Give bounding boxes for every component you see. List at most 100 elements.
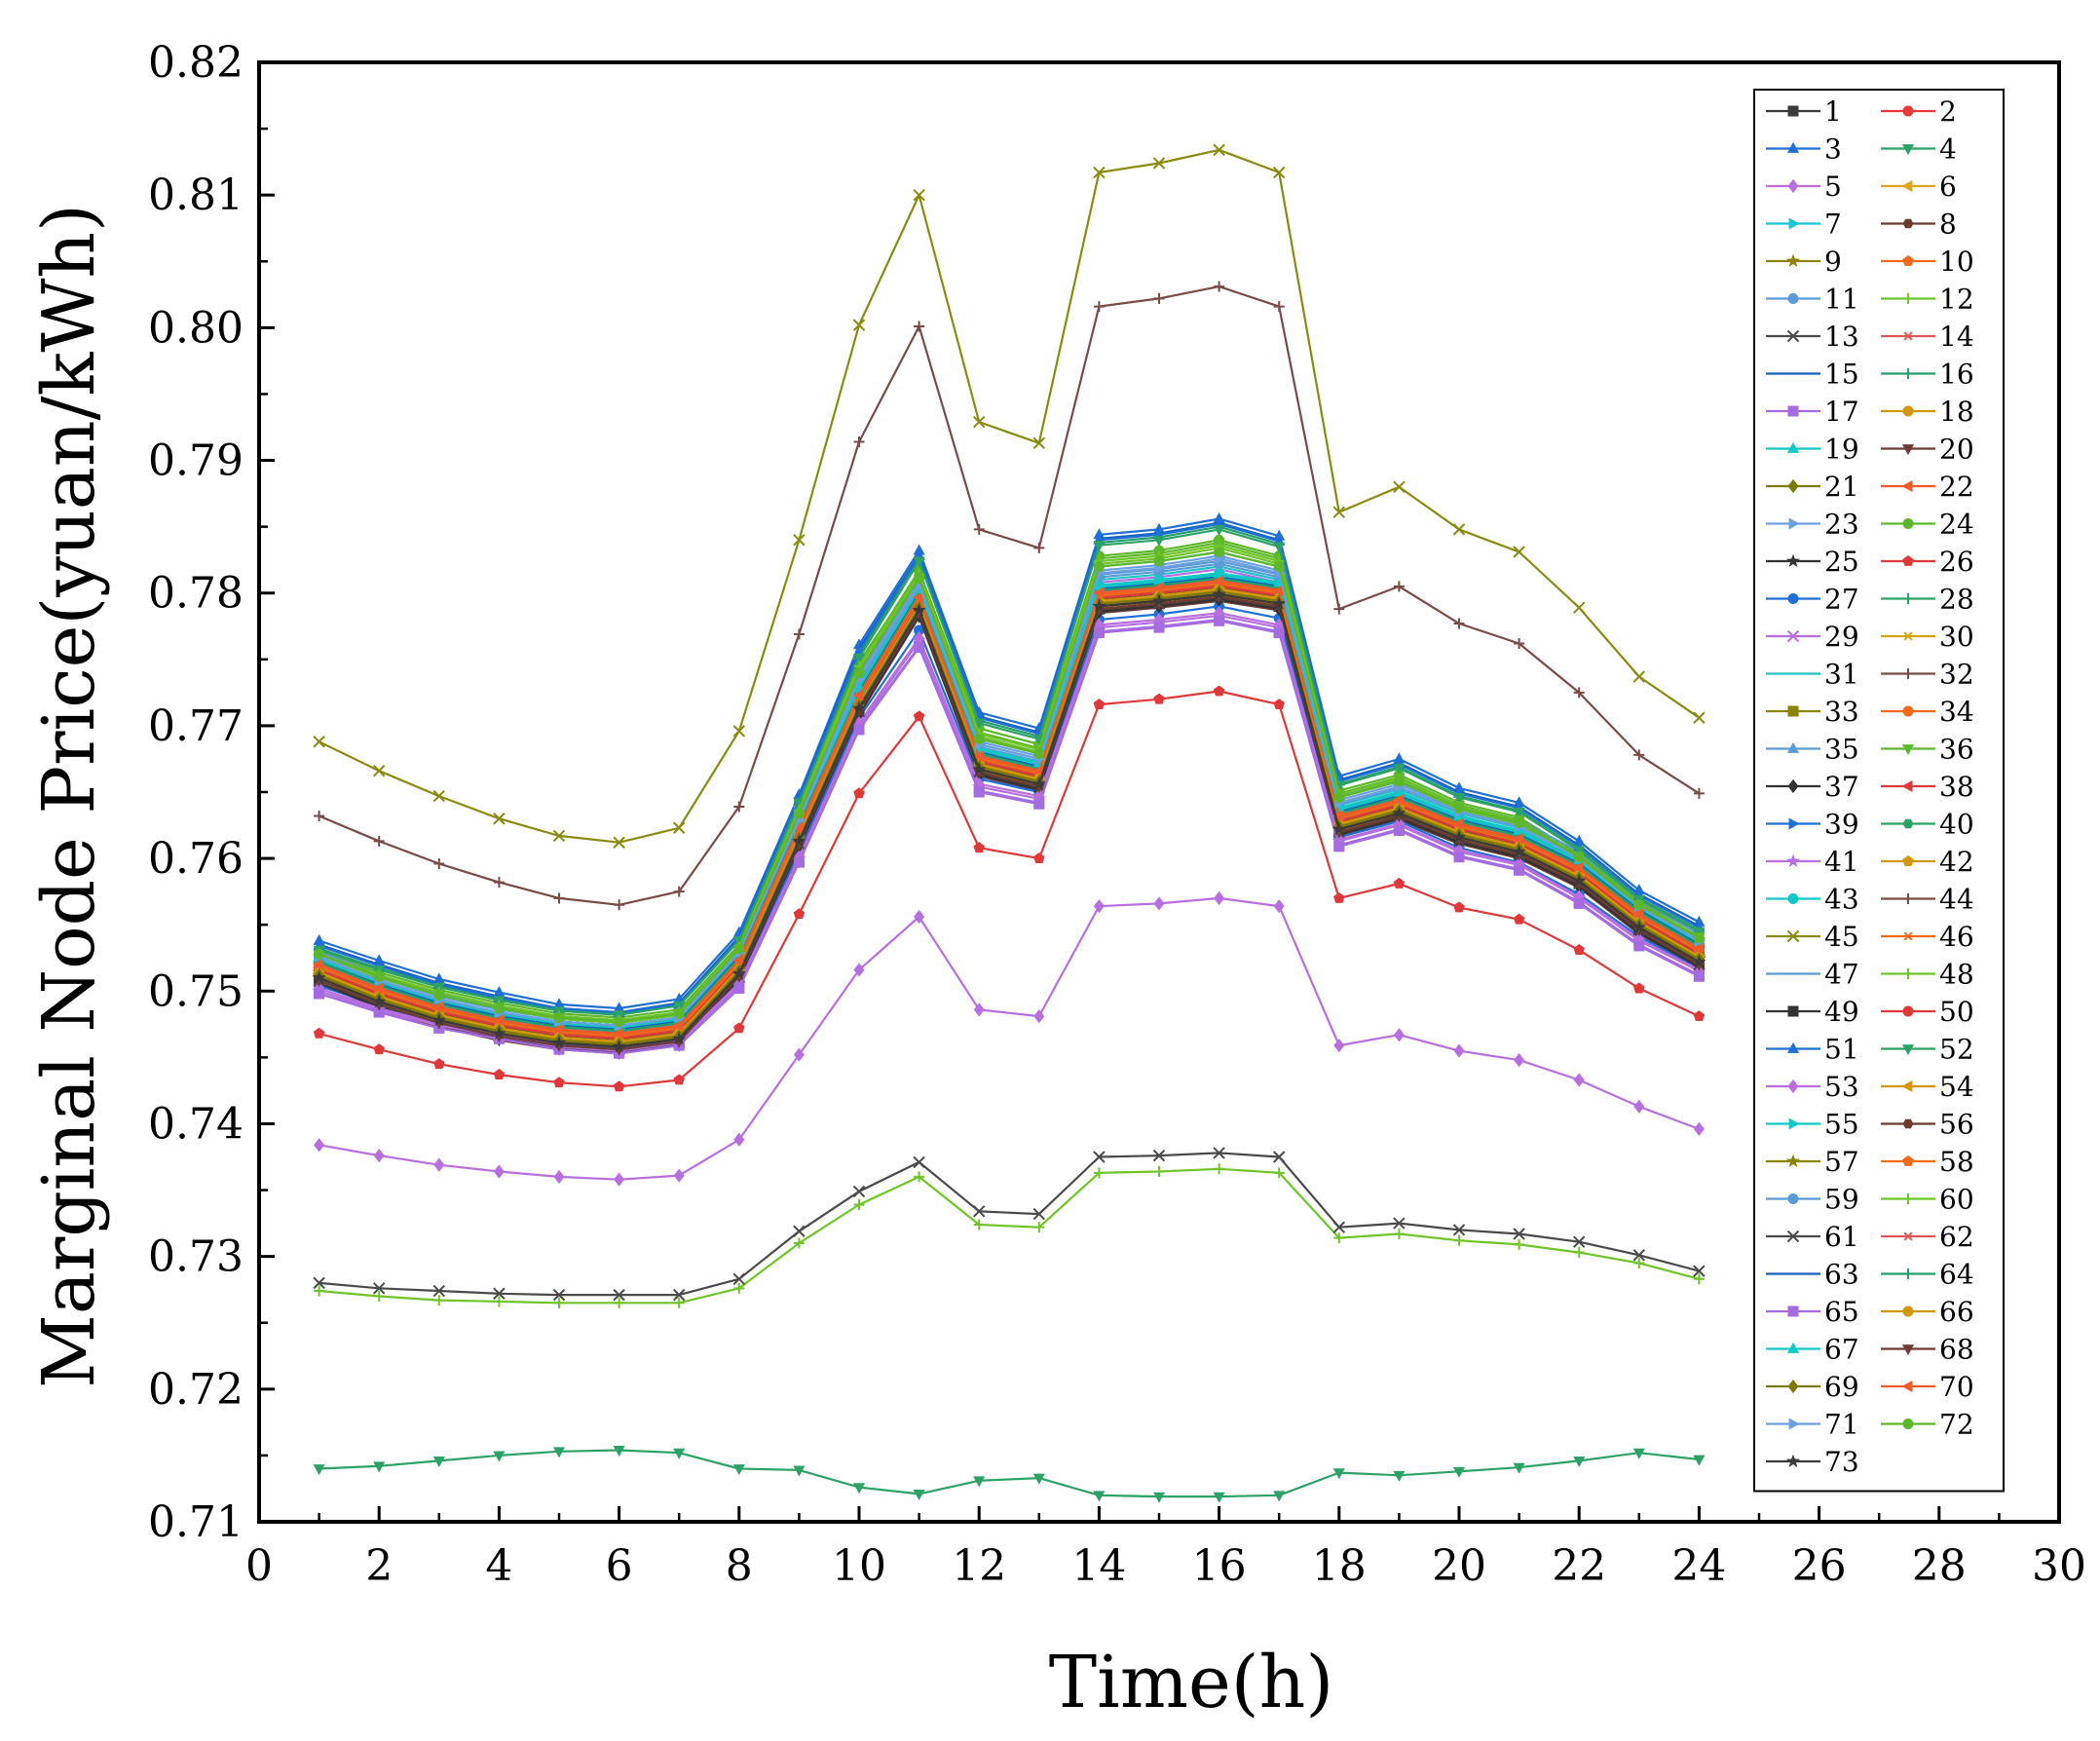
- legend-swatch-marker: [1787, 893, 1799, 904]
- legend-item-64: 64: [1881, 1259, 1974, 1291]
- data-point-52-15: [1152, 535, 1166, 547]
- data-point-72-17: [1273, 560, 1285, 572]
- y-tick-label: 0.80: [148, 303, 244, 353]
- legend-swatch-marker: [1902, 968, 1914, 979]
- data-point-32-21: [1514, 637, 1525, 649]
- data-point-32-7: [673, 886, 685, 897]
- legend-label: 28: [1939, 584, 1974, 616]
- data-point-45-23: [1632, 670, 1646, 683]
- series-line-66: [319, 587, 1700, 1043]
- data-point-72-23: [1633, 899, 1645, 911]
- data-point-70-15: [1152, 582, 1164, 594]
- data-point-32-14: [1093, 301, 1105, 313]
- legend-item-25: 25: [1766, 546, 1859, 578]
- legend-item-37: 37: [1766, 771, 1859, 803]
- x-tick-label: 18: [1312, 1541, 1367, 1591]
- data-point-45-1: [313, 736, 325, 748]
- legend-label: 56: [1939, 1109, 1974, 1141]
- data-point-70-17: [1272, 584, 1284, 597]
- data-point-73-10: [851, 700, 867, 715]
- data-point-12-16: [1214, 1163, 1225, 1175]
- legend-swatch-marker: [1902, 931, 1914, 941]
- series-line-64: [319, 577, 1700, 1033]
- data-point-12-9: [793, 1237, 805, 1249]
- legend-item-19: 19: [1766, 434, 1859, 466]
- data-point-70-13: [1032, 765, 1044, 777]
- series-layer: [312, 143, 1706, 1503]
- data-point-70-9: [792, 821, 804, 834]
- data-point-13-8: [732, 1272, 746, 1285]
- data-point-73-7: [672, 1031, 687, 1045]
- data-point-13-20: [1452, 1224, 1466, 1236]
- legend-swatch-marker: [1902, 254, 1914, 266]
- axes-layer: 0 2 4 6 8 10 12 14 16 18 20 22 24 26 28 300.710.720.730…: [148, 38, 2086, 1591]
- legend-item-57: 57: [1766, 1146, 1859, 1178]
- legend-label: 66: [1939, 1296, 1974, 1328]
- data-point-52-10: [852, 654, 866, 665]
- legend-swatch-marker: [1902, 293, 1914, 304]
- legend-swatch-marker: [1902, 1268, 1914, 1279]
- y-tick-label: 0.76: [148, 834, 244, 884]
- data-point-32-13: [1033, 542, 1045, 553]
- legend-swatch-marker: [1785, 1454, 1801, 1468]
- data-point-26-8: [733, 1022, 745, 1034]
- data-point-5-23: [1633, 1099, 1645, 1114]
- data-point-73-21: [1512, 844, 1526, 858]
- data-point-52-7: [673, 1001, 686, 1012]
- series-line-50: [319, 585, 1700, 1041]
- data-point-73-5: [551, 1035, 567, 1049]
- series-line-5: [319, 896, 1700, 1181]
- data-point-5-21: [1514, 1052, 1525, 1068]
- series-line-73: [319, 592, 1700, 1048]
- data-point-32-12: [973, 523, 985, 535]
- legend-swatch-marker: [1902, 1118, 1914, 1129]
- data-point-26-3: [433, 1058, 445, 1070]
- data-point-32-3: [433, 858, 445, 870]
- legend-label: 33: [1824, 696, 1859, 728]
- data-point-72-13: [1033, 748, 1045, 760]
- data-point-73-14: [1092, 598, 1106, 613]
- data-point-32-2: [373, 835, 385, 847]
- data-point-13-22: [1572, 1235, 1586, 1248]
- x-tick-label: 8: [726, 1541, 753, 1591]
- data-point-12-2: [373, 1290, 385, 1302]
- legend-swatch-marker: [1787, 293, 1799, 304]
- legend-swatch-marker: [1902, 554, 1914, 566]
- data-point-32-19: [1393, 581, 1405, 592]
- legend-swatch-marker: [1902, 518, 1914, 529]
- legend-item-62: 62: [1881, 1221, 1974, 1253]
- series-line-70: [319, 580, 1700, 1036]
- data-point-4-3: [432, 1456, 445, 1467]
- legend-label: 35: [1824, 734, 1859, 766]
- data-point-73-16: [1212, 587, 1226, 601]
- data-point-4-24: [1693, 1455, 1706, 1466]
- data-point-26-17: [1273, 699, 1285, 710]
- data-point-26-24: [1693, 1010, 1706, 1022]
- data-point-4-10: [852, 1483, 866, 1495]
- y-tick-label: 0.74: [148, 1099, 244, 1149]
- data-point-13-18: [1332, 1221, 1346, 1233]
- data-point-5-9: [793, 1047, 805, 1062]
- legend-swatch-marker: [1901, 1079, 1913, 1093]
- data-point-4-5: [552, 1447, 566, 1458]
- data-point-5-7: [673, 1168, 685, 1183]
- data-point-26-23: [1633, 982, 1645, 994]
- data-point-4-12: [973, 1476, 986, 1488]
- legend-label: 59: [1824, 1184, 1859, 1216]
- legend-item-8: 8: [1881, 208, 1957, 241]
- series-32: [314, 281, 1705, 911]
- data-point-13-6: [613, 1288, 625, 1302]
- legend-swatch-marker: [1786, 141, 1800, 153]
- legend-swatch-marker: [1902, 105, 1914, 117]
- legend-item-31: 31: [1766, 659, 1859, 691]
- data-point-5-12: [973, 1003, 985, 1017]
- data-point-5-20: [1453, 1043, 1465, 1058]
- series-line-68: [319, 595, 1700, 1051]
- data-point-5-1: [314, 1138, 325, 1153]
- data-point-73-20: [1451, 829, 1467, 844]
- data-point-73-19: [1392, 806, 1406, 819]
- data-point-12-20: [1453, 1234, 1465, 1246]
- data-point-32-24: [1693, 787, 1705, 799]
- legend-item-33: 33: [1766, 696, 1859, 728]
